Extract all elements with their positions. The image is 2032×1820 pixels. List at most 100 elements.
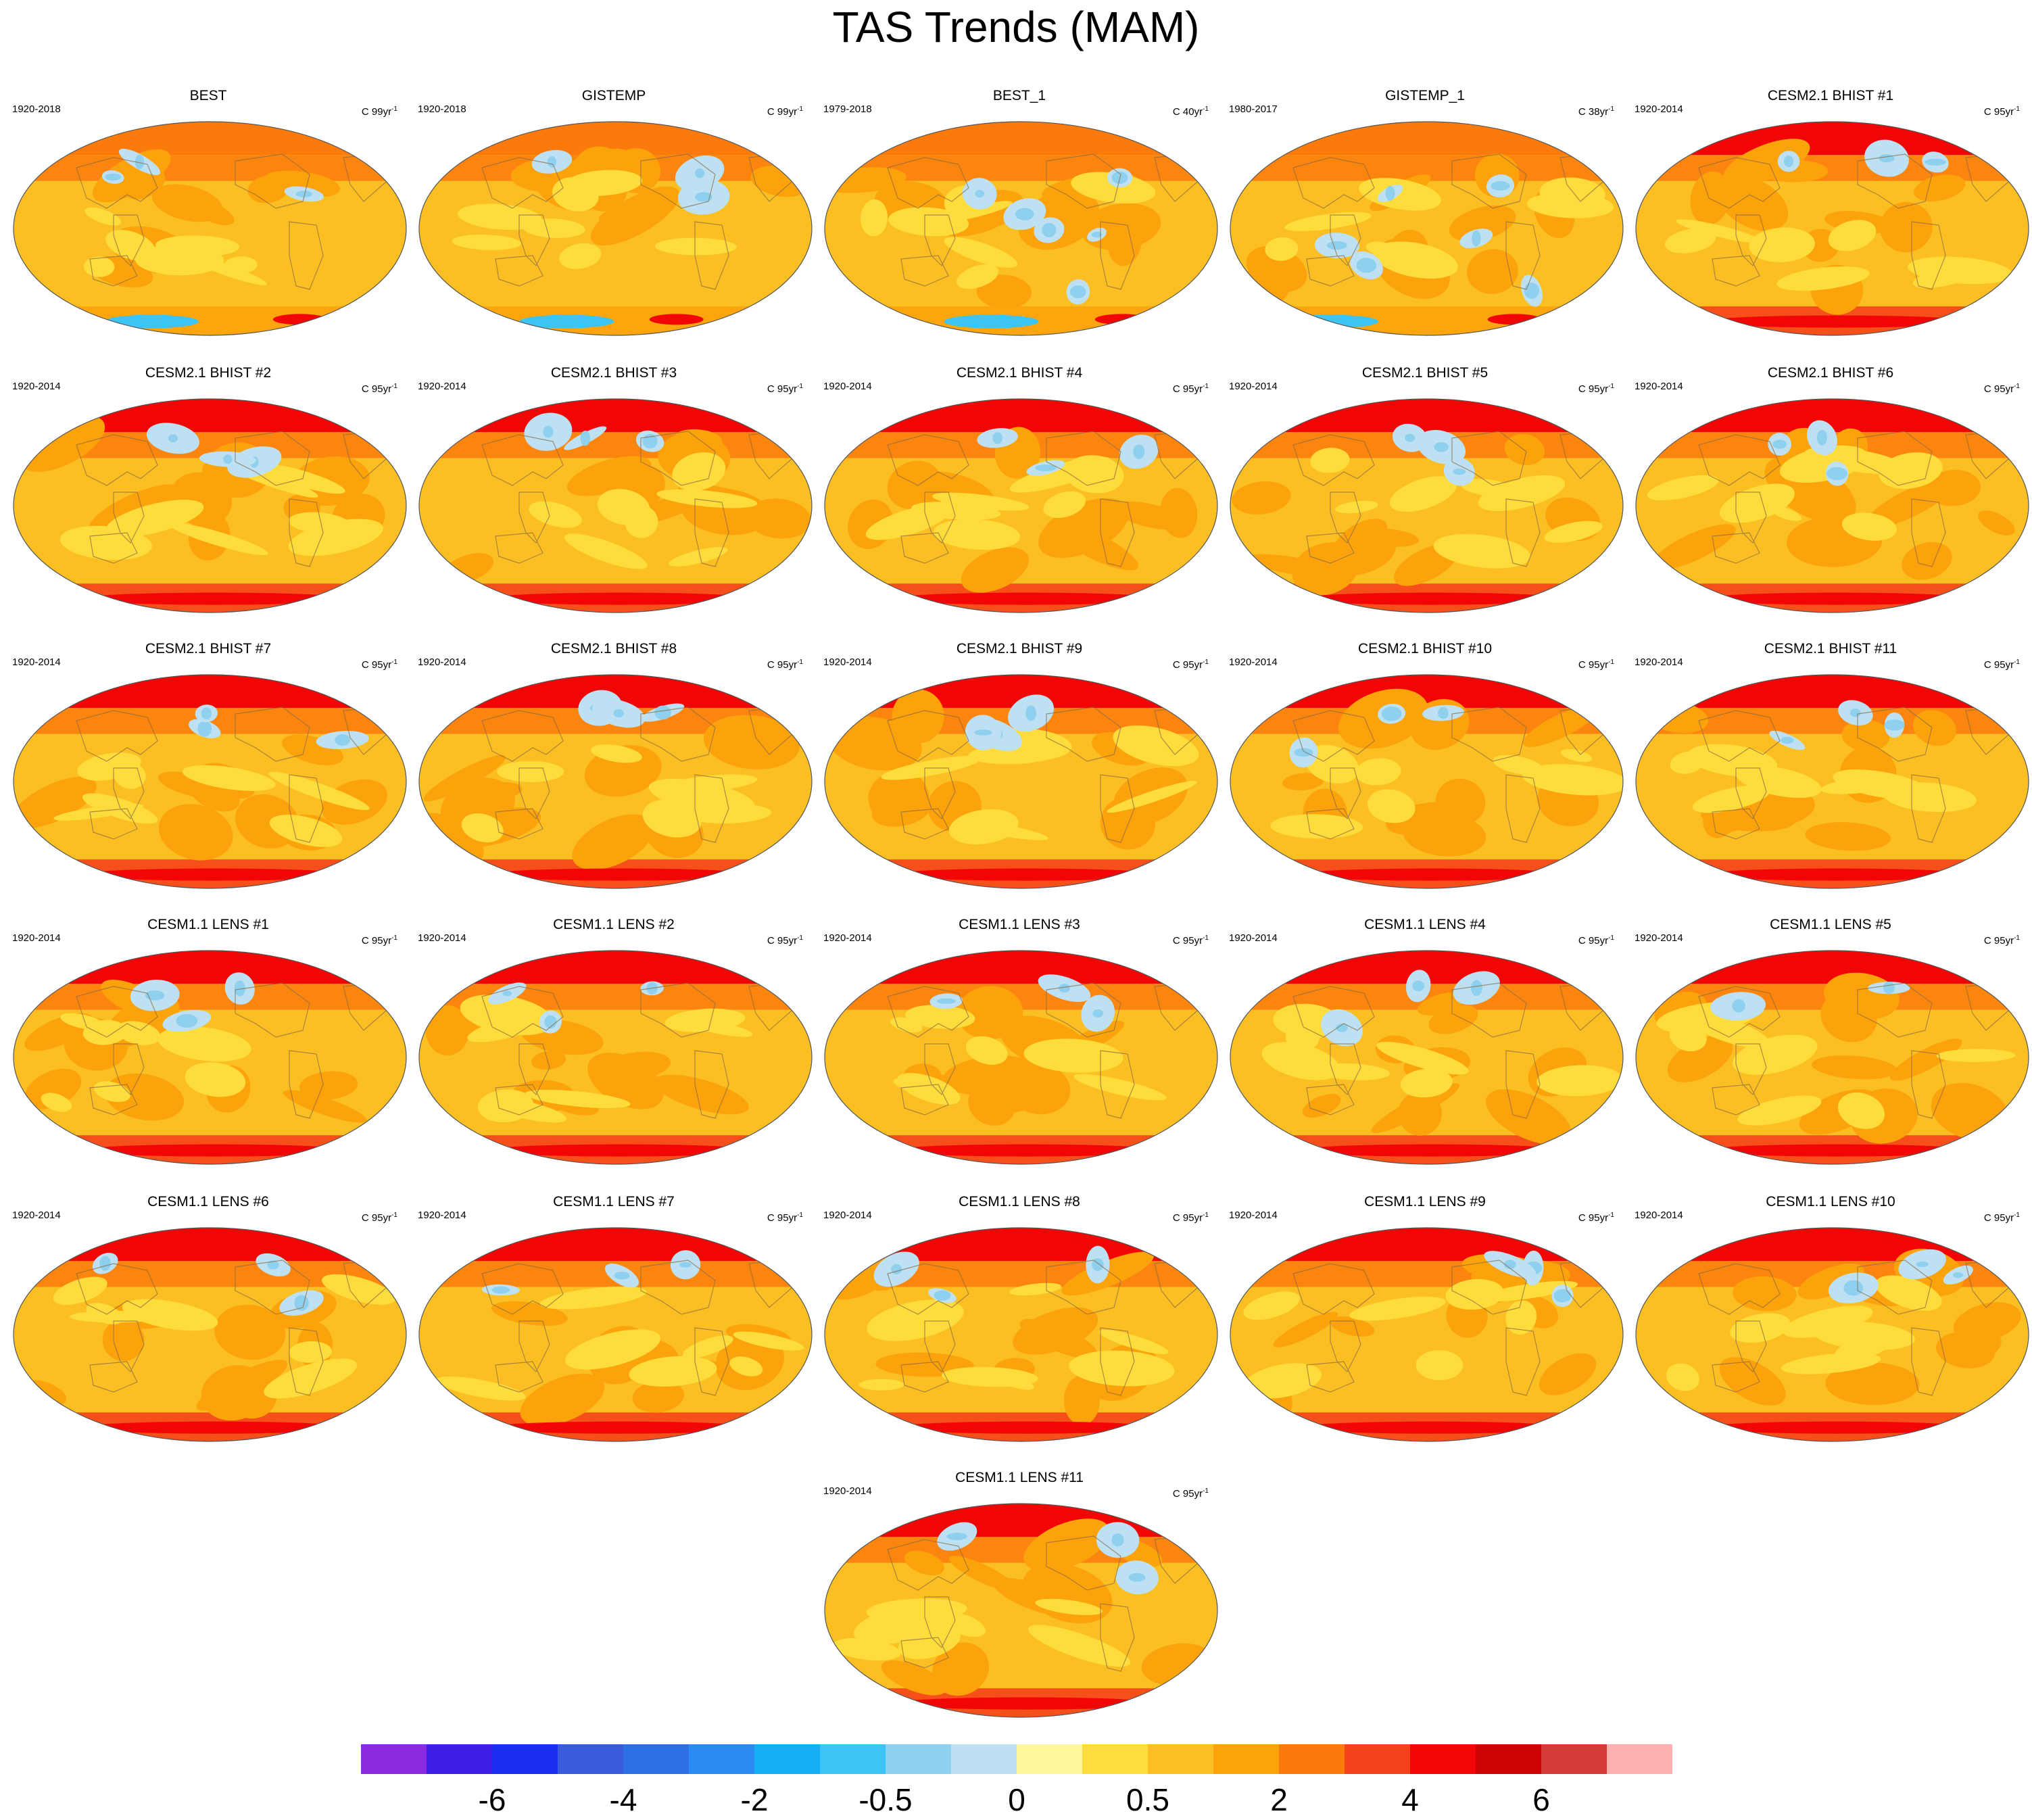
continent-outline [89, 532, 138, 564]
continent-outline [1451, 153, 1527, 209]
weak-trend-patch [458, 203, 542, 231]
colorbar-label: -6 [478, 1782, 506, 1817]
weak-trend-patch [1270, 814, 1363, 839]
cooling-core [1783, 155, 1794, 168]
continent-outline [1857, 431, 1933, 486]
cooling-core [502, 990, 512, 997]
cooling-core [1883, 981, 1895, 995]
continent-outline [1330, 1320, 1361, 1373]
coastlines [481, 431, 797, 567]
weak-trend-patch [865, 504, 951, 540]
robinson-map [824, 121, 1218, 336]
panel-units: C 95yr-1 [362, 932, 397, 948]
weak-trend-patch [1828, 220, 1877, 252]
warm-patch [1467, 249, 1518, 294]
cooling-core [1294, 748, 1313, 757]
warm-patch [1719, 1357, 1786, 1406]
weak-trend-patch [185, 1062, 246, 1097]
weak-trend-patch [866, 1598, 967, 1623]
continent-outline [900, 1084, 949, 1116]
map-boundary [824, 121, 1218, 336]
panel-units: C 95yr-1 [767, 932, 803, 948]
antarctic-cooling [944, 314, 1039, 329]
panel-units-exponent: -1 [2014, 934, 2020, 942]
panel-units: C 40yr-1 [1173, 103, 1209, 119]
cooling-core [1826, 466, 1847, 481]
map-boundary [1230, 1227, 1624, 1442]
panel-units-exponent: -1 [797, 658, 803, 666]
panel-units-text: C 99yr [767, 106, 798, 118]
cooling-core [145, 990, 165, 1001]
robinson-map [418, 1227, 813, 1442]
continent-outline [1712, 255, 1760, 287]
arctic-warming-band [1636, 1228, 2029, 1262]
cooling-core [1470, 980, 1482, 997]
colorbar: -6 -4 -2 -0.5 0 0.5 2 4 6 [361, 1744, 1672, 1819]
colorbar-swatch [951, 1744, 1017, 1774]
continent-outline [640, 431, 716, 486]
weak-trend-patch [1478, 475, 1566, 511]
panel-units-exponent: -1 [391, 658, 397, 666]
colorbar-swatch [1017, 1744, 1083, 1774]
antarctic-warming [485, 1144, 756, 1157]
panel-units-exponent: -1 [1203, 658, 1209, 666]
map-panel: CESM2.1 BHIST #11 1920-2014 C 95yr-1 [1628, 640, 2032, 910]
panel-period: 1920-2014 [1229, 656, 1278, 668]
weak-trend-patch [182, 765, 276, 791]
weak-trend-patch [733, 1331, 804, 1351]
trend-field [825, 675, 1217, 888]
panel-title: BEST [189, 88, 227, 103]
weak-trend-patch [53, 803, 143, 821]
panel-period: 1920-2014 [1635, 932, 1683, 944]
cooling-core [1034, 464, 1057, 471]
weak-trend-patch [888, 207, 969, 237]
panel-period: 1920-2014 [1229, 932, 1278, 944]
panel-period: 1920-2014 [1229, 1210, 1278, 1221]
warm-patch [1865, 478, 1954, 529]
figure-title: TAS Trends (MAM) [832, 3, 1200, 51]
panel-units: C 95yr-1 [1173, 380, 1209, 396]
panel-units-text: C 40yr [1172, 106, 1203, 118]
robinson-map [1635, 674, 2029, 889]
cooling-core [654, 705, 671, 720]
cooling-core [1336, 1023, 1348, 1032]
cooling-core [135, 154, 145, 170]
antarctic-warming [1094, 314, 1149, 325]
weak-trend-patch [1664, 229, 1716, 254]
panel-units-exponent: -1 [1203, 1212, 1209, 1219]
map-panel: CESM2.1 BHIST #2 1920-2014 C 95yr-1 [5, 364, 411, 634]
warm-patch [1902, 542, 1952, 580]
weak-trend-patch [1023, 1038, 1123, 1073]
weak-trend-patch [1936, 1049, 2016, 1062]
continent-outline [1451, 707, 1527, 762]
cooling-core [234, 980, 245, 997]
antarctic-warming [1702, 315, 1973, 328]
panel-units-exponent: -1 [1203, 934, 1209, 942]
weak-trend-patch [269, 814, 343, 847]
cooling-core [1732, 999, 1745, 1013]
trend-field [419, 951, 812, 1164]
arctic-warming-band [825, 1504, 1217, 1537]
coastlines [1292, 707, 1608, 843]
cooling-core [295, 191, 313, 197]
continent-outline [1712, 532, 1760, 564]
panel-units-text: C 38yr [1578, 106, 1609, 118]
panel-units-text: C 95yr [1172, 383, 1203, 395]
map-panel: GISTEMP_1 1980-2017 C 38yr-1 [1222, 87, 1628, 357]
map-boundary [1230, 950, 1624, 1165]
weak-trend-patch [53, 1276, 107, 1306]
panel-units-exponent: -1 [2014, 383, 2020, 390]
antarctic-warming [1487, 314, 1542, 325]
continent-outline [1911, 221, 1946, 290]
continent-outline [1330, 767, 1361, 820]
continent-outline [1292, 710, 1375, 762]
continent-outline [1698, 157, 1781, 209]
continent-outline [1505, 221, 1541, 290]
cooling-core [543, 425, 554, 438]
continent-outline [89, 1361, 138, 1393]
coastlines [481, 153, 797, 290]
continent-outline [289, 774, 324, 843]
warm-patch [704, 715, 800, 769]
continent-outline [1735, 1043, 1767, 1096]
panel-units-text: C 95yr [361, 383, 392, 395]
